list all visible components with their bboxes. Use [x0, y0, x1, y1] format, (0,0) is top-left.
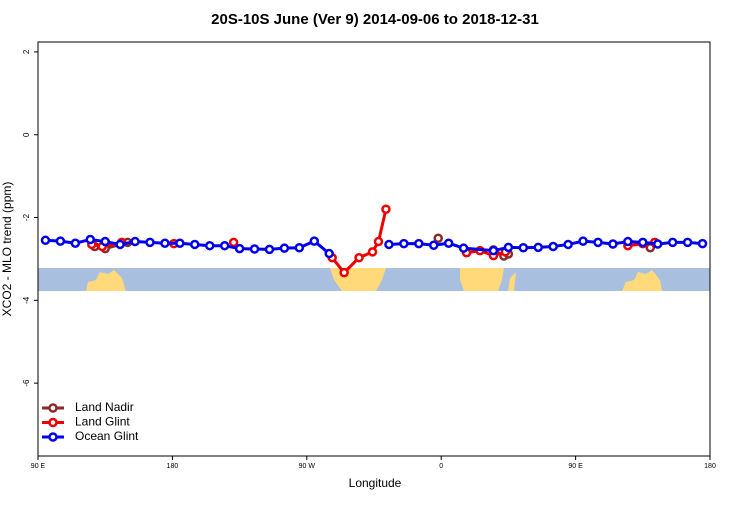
y-tick-label: -6 [22, 379, 31, 387]
point [548, 241, 558, 252]
point [55, 236, 66, 246]
plot-frame [37, 41, 711, 457]
legend-marker [48, 432, 58, 442]
x-tick-label: 0 [439, 463, 443, 470]
point [563, 239, 573, 250]
point [593, 237, 603, 248]
point [85, 234, 96, 245]
point [279, 243, 290, 253]
point [428, 240, 439, 251]
point [623, 236, 633, 247]
point [682, 237, 693, 248]
legend-label: Land Nadir [75, 400, 134, 414]
point [433, 233, 443, 243]
land-australia [86, 270, 126, 291]
point [130, 236, 140, 247]
point [503, 242, 514, 253]
point [339, 267, 349, 278]
point [533, 242, 544, 253]
point [381, 204, 391, 215]
point [384, 239, 394, 250]
point [100, 236, 110, 247]
y-tick-label: 2 [22, 49, 31, 54]
y-tick-label: 0 [22, 132, 31, 137]
point [373, 236, 384, 247]
x-tick-label: 180 [704, 463, 716, 470]
legend-marker [48, 417, 58, 428]
y-tick-label: -4 [22, 296, 31, 304]
point [145, 237, 155, 248]
land-africa [460, 268, 504, 291]
point [309, 236, 320, 246]
point [458, 243, 469, 253]
x-tick-label: 90 W [299, 463, 316, 470]
point [228, 237, 239, 248]
point [638, 237, 648, 248]
x-tick-label: 90 E [31, 463, 46, 470]
point [399, 238, 409, 249]
point [234, 243, 245, 254]
point [697, 238, 708, 249]
point [324, 248, 334, 259]
point [249, 244, 260, 254]
point [204, 240, 215, 251]
point [367, 247, 378, 257]
point [219, 240, 230, 251]
point [578, 236, 588, 246]
point [652, 239, 663, 249]
point [264, 244, 275, 255]
x-tick-label: 90 E [568, 463, 583, 470]
chart-title: 20S-10S June (Ver 9) 2014-09-06 to 2018-… [211, 11, 539, 28]
point [40, 235, 51, 246]
land-australia [622, 270, 662, 291]
y-tick-label: -2 [22, 213, 31, 221]
point [414, 238, 424, 249]
point [608, 239, 618, 249]
point [115, 239, 125, 250]
point [667, 237, 678, 248]
land-madagascar [508, 272, 516, 291]
legend-marker [48, 403, 58, 413]
point [175, 238, 185, 248]
map-strip [38, 268, 710, 291]
point [443, 238, 454, 248]
x-axis-label: Longitude [349, 476, 402, 490]
point [518, 243, 529, 253]
x-tick-label: 180 [167, 463, 179, 470]
legend-label: Ocean Glint [75, 429, 139, 443]
point [190, 239, 200, 250]
point [160, 238, 170, 248]
point [294, 243, 305, 253]
y-axis-label: XCO2 - MLO trend (ppm) [0, 182, 14, 317]
point [488, 245, 499, 256]
point [70, 238, 81, 248]
point [354, 252, 364, 263]
legend-label: Land Glint [75, 415, 130, 429]
